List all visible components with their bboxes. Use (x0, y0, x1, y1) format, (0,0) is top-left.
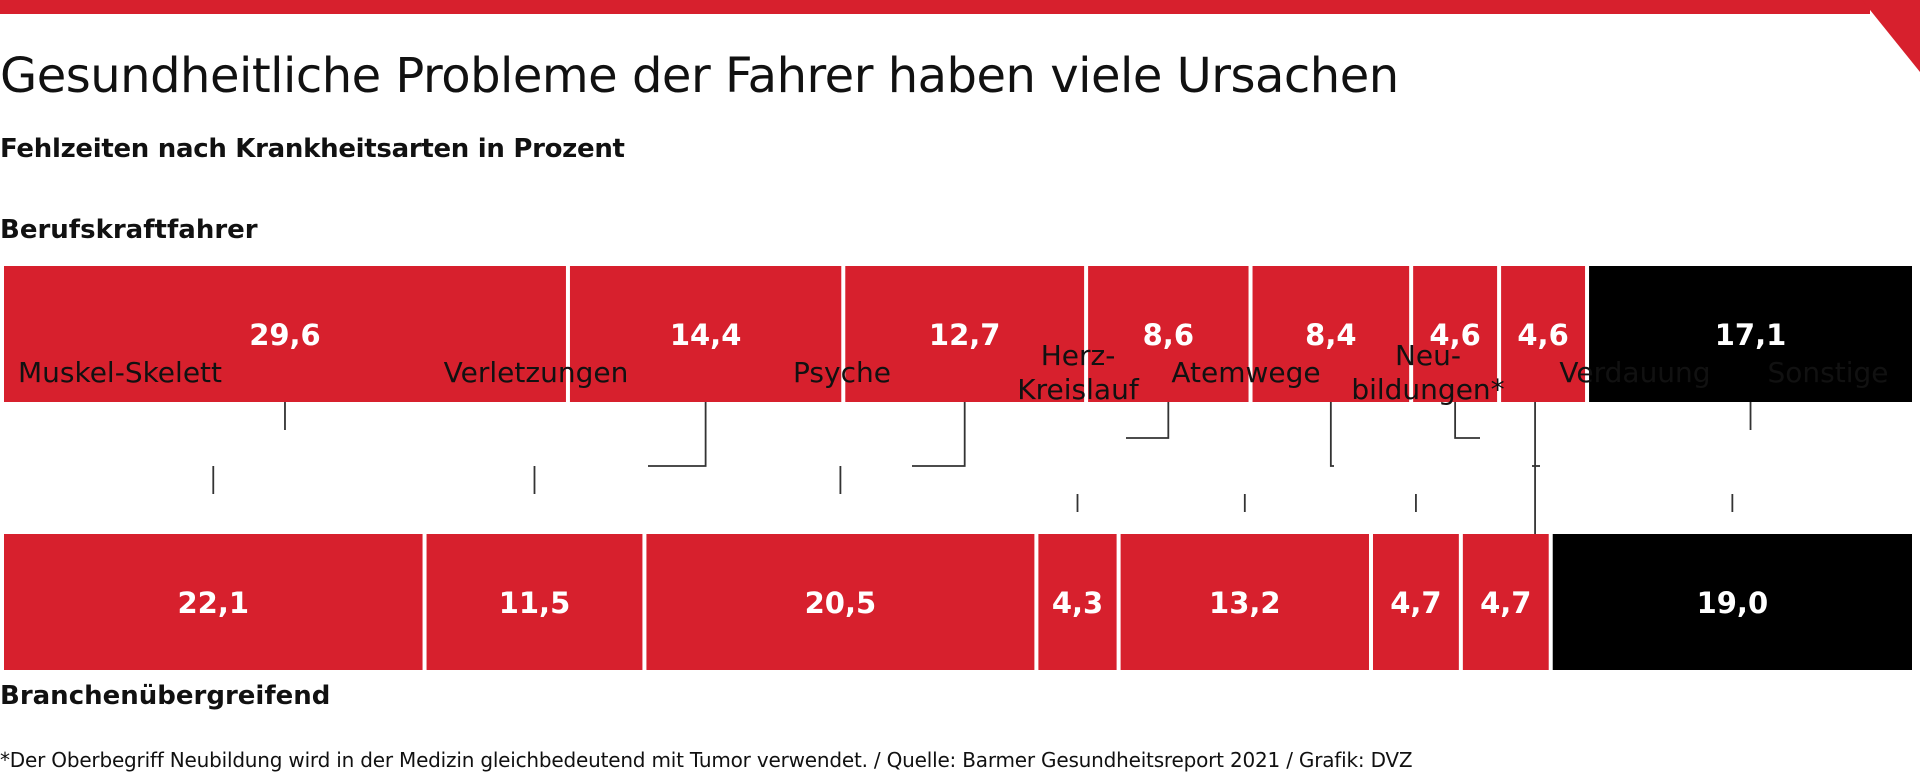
connector-herz-top (1126, 402, 1170, 439)
category-label: Kreislauf (1017, 373, 1140, 406)
connector-verletzungen-top (648, 402, 707, 467)
connector-neubildungen-top (1454, 402, 1480, 439)
category-label: Verdauung (1559, 356, 1710, 389)
bar-berufskraftfahrer-6 (1501, 266, 1586, 402)
value-label: 4,3 (1052, 586, 1103, 620)
value-label: 19,0 (1697, 586, 1769, 620)
bar-branchenuebergreifend-2 (646, 534, 1035, 670)
bar-branchenuebergreifend-0 (4, 534, 423, 670)
chart-title: Gesundheitliche Probleme der Fahrer habe… (0, 48, 1399, 104)
top-accent-bar (0, 0, 1920, 72)
series-label: Branchenübergreifend (0, 681, 330, 711)
category-label: Psyche (793, 356, 891, 389)
source-footnote: *Der Oberbegriff Neubildung wird in der … (0, 748, 1413, 772)
value-label: 11,5 (499, 586, 571, 620)
value-label: 4,7 (1390, 586, 1441, 620)
category-label: Sonstige (1768, 356, 1889, 389)
value-label: 13,2 (1209, 586, 1281, 620)
value-label: 12,7 (929, 318, 1001, 352)
series-label: Berufskraftfahrer (0, 215, 258, 245)
connector-atemwege-top (1329, 402, 1334, 467)
bar-berufskraftfahrer-5 (1413, 266, 1498, 402)
value-label: 14,4 (670, 318, 742, 352)
bar-branchenuebergreifend-6 (1462, 534, 1549, 670)
bar-berufskraftfahrer-1 (569, 266, 842, 402)
stacked-bar-chart: 29,6 14,4 12,7 8,6 8,4 4,6 4,6 17,1 Berufskraftf… (0, 215, 1912, 711)
value-label: 22,1 (177, 586, 249, 620)
value-label: 17,1 (1715, 318, 1787, 352)
bar-branchenuebergreifend-7 (1552, 534, 1912, 670)
category-label: bildungen* (1351, 373, 1504, 406)
bar-branchenuebergreifend-1 (426, 534, 643, 670)
value-label: 4,7 (1480, 586, 1531, 620)
value-label: 20,5 (805, 586, 877, 620)
chart-subtitle: Fehlzeiten nach Krankheitsarten in Proze… (0, 134, 625, 164)
category-label: Atemwege (1171, 356, 1320, 389)
category-label: Verletzungen (444, 356, 629, 389)
bar-berufskraftfahrer-3 (1088, 266, 1249, 402)
bar-berufskraftfahrer-7 (1589, 266, 1912, 402)
category-label: Herz- (1041, 339, 1116, 372)
bar-branchenuebergreifend-3 (1038, 534, 1117, 670)
bar-berufskraftfahrer-0 (4, 266, 566, 402)
category-label: Muskel-Skelett (18, 356, 222, 389)
value-label: 8,6 (1143, 318, 1194, 352)
bar-berufskraftfahrer-4 (1252, 266, 1410, 402)
value-label: 8,4 (1305, 318, 1356, 352)
value-label: 29,6 (249, 318, 321, 352)
bar-branchenuebergreifend-5 (1372, 534, 1459, 670)
bar-branchenuebergreifend-4 (1120, 534, 1369, 670)
category-label: Neu- (1395, 339, 1461, 372)
connector-psyche-top (912, 402, 966, 467)
bar-berufskraftfahrer-2 (845, 266, 1085, 402)
value-label: 4,6 (1517, 318, 1568, 352)
value-label: 4,6 (1429, 318, 1480, 352)
